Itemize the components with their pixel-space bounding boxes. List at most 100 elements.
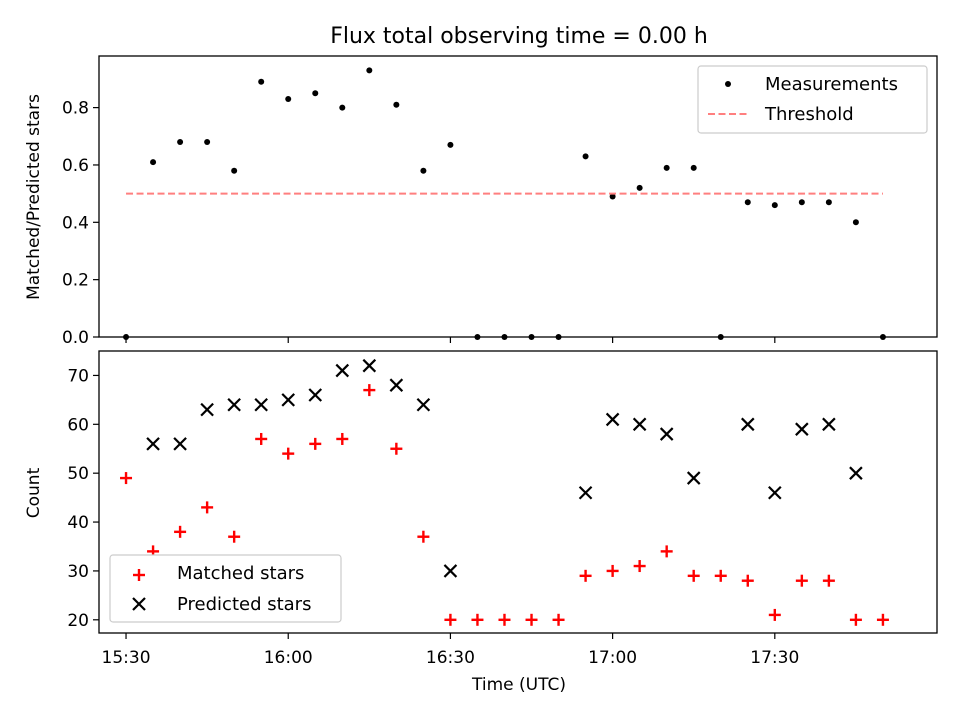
matched-star-point (174, 525, 187, 538)
top-legend: Measurements Threshold (697, 65, 928, 134)
legend-matched-marker (133, 569, 145, 581)
bottom-x-axis-label: Time (UTC) (471, 675, 566, 695)
measurement-point (744, 199, 751, 206)
measurement-point (312, 90, 319, 97)
predicted-star-point (443, 564, 458, 578)
bottom-axes-frame (98, 350, 938, 634)
measurement-point (285, 96, 292, 103)
matched-star-point (714, 569, 727, 582)
matched-star-point (363, 384, 376, 397)
top-y-tick-label: 0.2 (62, 271, 89, 291)
measurement-point (177, 139, 184, 146)
top-x-axis-ticks (125, 337, 776, 343)
figure-title: Flux total observing time = 0.00 h (330, 24, 708, 49)
top-y-tick-label: 0.6 (62, 156, 89, 176)
matched-star-point (120, 472, 133, 485)
matched-star-point (579, 569, 592, 582)
predicted-star-point (389, 378, 404, 392)
matched-star-point (552, 613, 565, 626)
bottom-x-tick-label: 17:00 (588, 648, 637, 668)
top-y-tick-label: 0.0 (62, 328, 89, 348)
measurement-point (204, 139, 211, 146)
measurement-point (393, 101, 400, 108)
top-panel: 0.00.20.40.60.8 Matched/Predicted stars … (24, 55, 938, 348)
matched-star-point (282, 447, 295, 460)
predicted-star-point (822, 417, 836, 432)
measurement-point (663, 164, 670, 171)
predicted-star-point (281, 393, 296, 407)
predicted-star-point (308, 388, 323, 402)
measurement-point (609, 193, 616, 200)
matched-star-point (309, 437, 322, 450)
measurement-point (447, 141, 454, 148)
bottom-plot-area (120, 358, 889, 626)
measurement-point (852, 219, 859, 226)
predicted-star-point (200, 402, 214, 417)
measurement-point (258, 78, 265, 85)
measurement-point (825, 199, 832, 206)
matched-star-point (768, 608, 781, 621)
matched-star-point (201, 501, 214, 514)
bottom-y-tick-label: 20 (67, 611, 89, 631)
bottom-x-axis-ticks: 15:30 16:00 16:30 17:00 17:30 (102, 633, 799, 668)
bottom-y-tick-label: 50 (67, 464, 89, 484)
measurement-point (420, 167, 427, 174)
top-y-axis-label: Matched/Predicted stars (24, 94, 44, 300)
predicted-star-point (335, 363, 350, 378)
predicted-star-point (254, 397, 268, 412)
legend-measurements-label: Measurements (765, 74, 898, 95)
bottom-x-tick-label: 16:30 (426, 648, 475, 668)
bottom-legend: Matched stars Predicted stars (109, 554, 342, 623)
bottom-y-tick-label: 60 (67, 415, 89, 435)
bottom-panel: 20 30 40 50 60 70 15:30 16:00 16:30 17:00 17:30 C… (24, 350, 938, 695)
predicted-star-point (768, 485, 782, 500)
bottom-y-axis-label: Count (24, 467, 44, 518)
matched-star-point (876, 613, 889, 626)
top-y-axis-ticks: 0.0 0.2 0.4 0.6 0.8 (62, 99, 99, 348)
matched-star-point (822, 574, 835, 587)
bottom-x-tick-label: 15:30 (102, 648, 151, 668)
legend-predicted-marker (132, 597, 146, 611)
legend-matched-label: Matched stars (177, 563, 304, 584)
measurement-point (690, 164, 697, 171)
top-legend-box (697, 65, 928, 134)
predicted-star-point (227, 397, 241, 412)
matched-star-point (336, 432, 349, 445)
matched-star-point (228, 530, 241, 543)
predicted-star-point (659, 427, 674, 441)
matched-star-point (498, 613, 511, 626)
matched-star-point (687, 569, 700, 582)
top-plot-area (123, 67, 886, 340)
measurement-point (798, 199, 805, 206)
legend-predicted-label: Predicted stars (177, 594, 311, 615)
predicted-star-point (146, 437, 160, 451)
predicted-star-point (740, 417, 755, 432)
matched-star-point (471, 613, 484, 626)
matched-star-point (606, 564, 619, 577)
bottom-legend-box (109, 554, 342, 623)
matched-star-point (525, 613, 538, 626)
bottom-x-tick-label: 17:30 (750, 648, 799, 668)
measurement-point (339, 104, 346, 111)
bottom-y-axis-ticks: 20 30 40 50 60 70 (67, 366, 99, 631)
matched-star-point (660, 545, 673, 558)
top-y-tick-label: 0.8 (62, 99, 89, 119)
matched-star-point (849, 613, 862, 626)
matched-star-point (390, 442, 403, 455)
predicted-star-point (416, 397, 431, 412)
predicted-star-point (362, 358, 377, 373)
bottom-y-tick-label: 30 (67, 562, 89, 582)
predicted-star-point (605, 412, 620, 427)
matched-star-point (741, 574, 754, 587)
legend-measurements-marker (725, 81, 731, 87)
bottom-y-tick-label: 40 (67, 513, 89, 533)
top-axes-frame (98, 55, 938, 338)
measurement-point (150, 159, 157, 166)
matched-star-point (444, 613, 457, 626)
predicted-star-point (849, 466, 863, 480)
predicted-star-point (686, 471, 701, 485)
matched-star-point (795, 574, 808, 587)
matched-star-point (633, 560, 646, 573)
predicted-star-point (632, 417, 647, 432)
measurement-point (582, 153, 589, 160)
